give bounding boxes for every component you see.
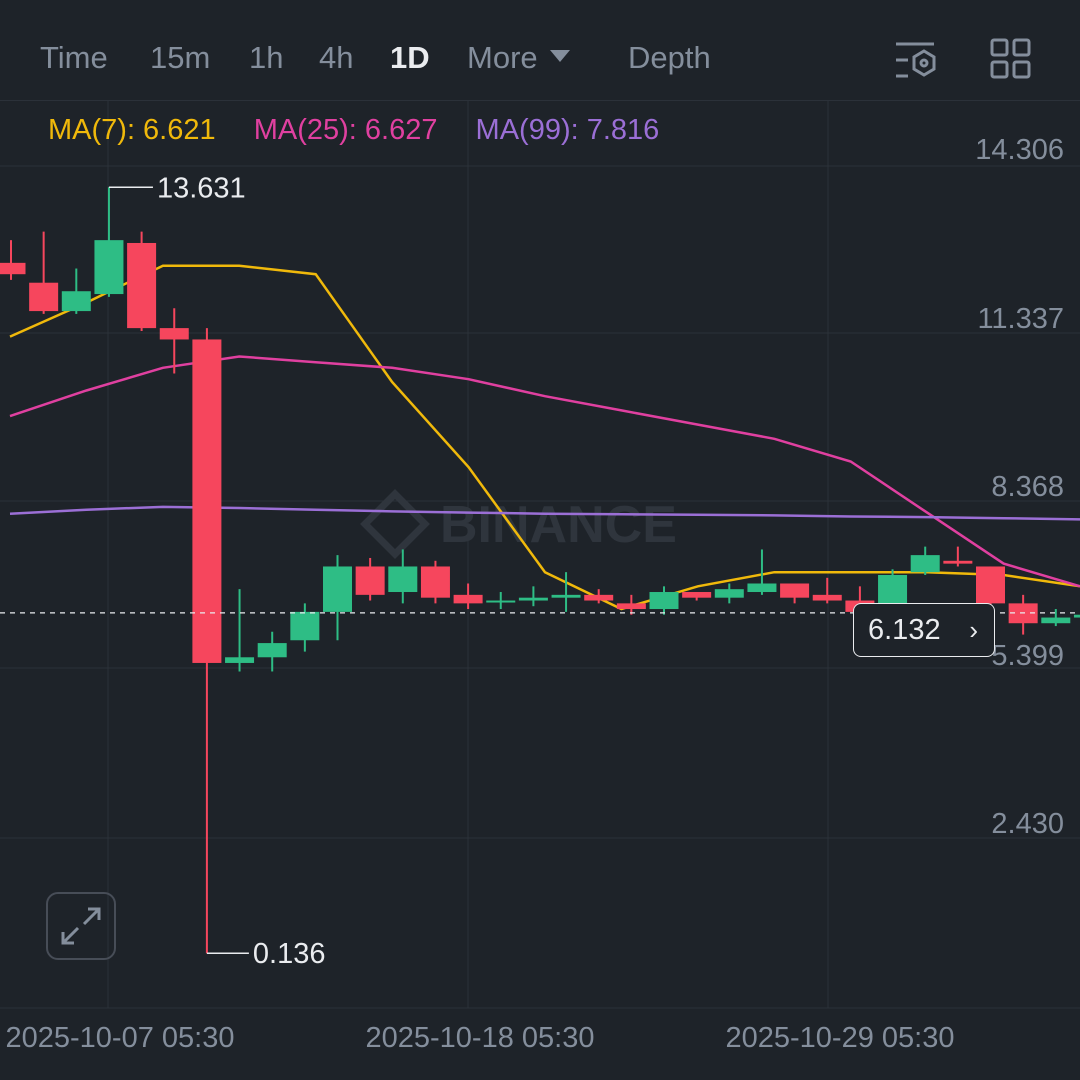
tab-time[interactable]: Time <box>40 40 108 75</box>
tab-4h[interactable]: 4h <box>319 40 354 75</box>
x-axis-tick-label: 2025-10-07 05:30 <box>6 1022 235 1054</box>
candle-up[interactable] <box>61 291 91 312</box>
candle-up[interactable] <box>714 589 744 598</box>
candle-down[interactable] <box>355 566 385 595</box>
expand-icon <box>61 907 101 945</box>
current-price-tag[interactable]: 6.132 › <box>853 603 995 657</box>
candle-down[interactable] <box>584 594 614 601</box>
candle-up[interactable] <box>290 611 320 641</box>
tab-depth[interactable]: Depth <box>628 40 711 75</box>
x-axis-tick-label: 2025-10-29 05:30 <box>726 1022 955 1054</box>
candle-down[interactable] <box>616 603 646 610</box>
current-price-value: 6.132 <box>868 614 941 646</box>
candle-up[interactable] <box>1041 617 1071 624</box>
y-axis-tick-label: 14.306 <box>975 134 1064 166</box>
candle-up[interactable] <box>747 583 777 593</box>
ma-legend: MA(7): 6.621 MA(25): 6.627 MA(99): 7.816 <box>48 114 689 147</box>
chevron-right-icon: › <box>969 615 978 645</box>
x-axis-tick-label: 2025-10-18 05:30 <box>366 1022 595 1054</box>
candle-down[interactable] <box>780 583 810 598</box>
candle-down[interactable] <box>682 592 712 598</box>
low-price-label: 0.136 <box>253 938 326 970</box>
candle-up[interactable] <box>551 594 581 598</box>
candle-up[interactable] <box>225 657 255 663</box>
candle-up[interactable] <box>94 240 124 295</box>
expand-chart-button[interactable] <box>46 892 116 960</box>
watermark-text: BINANCE <box>440 496 677 554</box>
ma99-legend: MA(99): 7.816 <box>475 114 660 146</box>
tab-15m[interactable]: 15m <box>150 40 211 75</box>
ma-line-2 <box>9 355 1080 588</box>
high-price-label: 13.631 <box>157 172 246 204</box>
candle-down[interactable] <box>127 242 157 329</box>
binance-logo-icon <box>360 489 430 559</box>
candle-down[interactable] <box>192 339 222 663</box>
candle-up[interactable] <box>486 600 516 603</box>
candle-up[interactable] <box>518 597 548 601</box>
tab-1d[interactable]: 1D <box>390 40 430 75</box>
caret-down-icon <box>549 50 570 62</box>
y-axis-tick-label: 11.337 <box>977 303 1064 335</box>
tab-more[interactable]: More <box>467 40 570 76</box>
candle-down[interactable] <box>453 594 483 604</box>
y-axis-tick-label: 5.399 <box>991 640 1064 672</box>
grid-layout-icon <box>990 38 1031 79</box>
candle-down[interactable] <box>976 566 1005 604</box>
ma-line-3 <box>9 505 1080 521</box>
candle-up[interactable] <box>323 566 352 612</box>
chart-settings-button[interactable] <box>894 38 940 82</box>
candle-up[interactable] <box>257 643 287 658</box>
candlestick-chart[interactable]: BINANCE 14.306 11.337 8.368 5.399 2.430 2025-1… <box>0 101 1080 1080</box>
y-axis-tick-label: 8.368 <box>991 471 1064 503</box>
tab-1h[interactable]: 1h <box>249 40 284 75</box>
candle-down[interactable] <box>0 262 26 275</box>
candle-down[interactable] <box>812 594 842 601</box>
candle-up[interactable] <box>1073 614 1080 618</box>
candle-up[interactable] <box>388 566 418 593</box>
candle-down[interactable] <box>29 282 59 312</box>
chart-settings-icon <box>896 42 936 78</box>
ma-line-1 <box>9 264 1080 611</box>
candle-up[interactable] <box>910 555 940 573</box>
ma7-legend: MA(7): 6.621 <box>48 114 216 146</box>
tab-more-label: More <box>467 40 538 75</box>
candle-down[interactable] <box>420 566 450 598</box>
candle-up[interactable] <box>649 592 679 610</box>
candle-down[interactable] <box>943 560 973 564</box>
layout-grid-button[interactable] <box>990 38 1036 82</box>
toolbar-divider <box>0 100 1080 101</box>
timeframe-toolbar: Time 15m 1h 4h 1D More Depth <box>0 0 1080 100</box>
ma25-legend: MA(25): 6.627 <box>253 114 438 146</box>
candle-down[interactable] <box>159 328 189 340</box>
y-axis-tick-label: 2.430 <box>991 808 1064 840</box>
